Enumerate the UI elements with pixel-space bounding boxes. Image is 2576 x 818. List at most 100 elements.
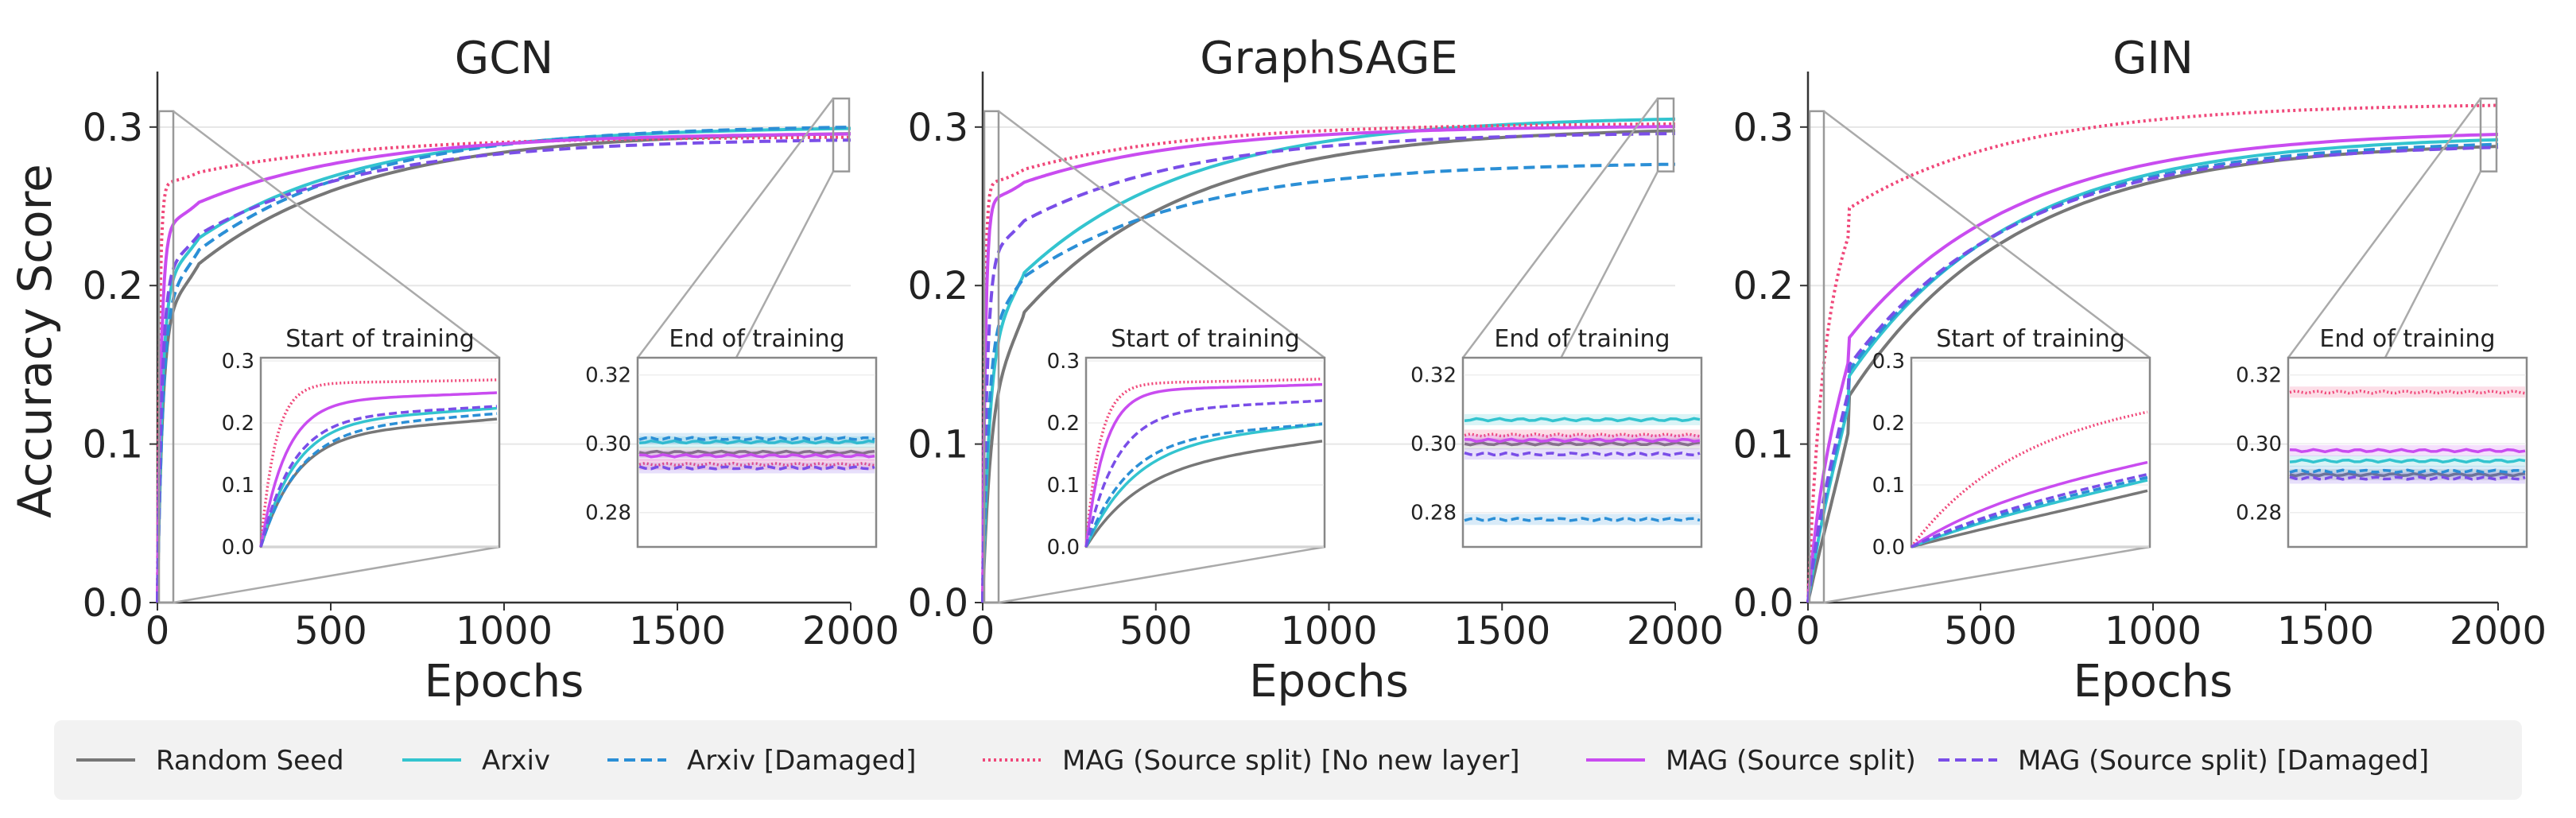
y-tick-label: 0.3 [908, 106, 968, 150]
end-inset-series-line [2289, 448, 2526, 454]
end-inset-title: End of training [1494, 325, 1670, 353]
y-tick-label: 0.1 [1733, 423, 1794, 467]
x-tick-label: 2000 [1627, 609, 1724, 653]
panel-graphsage: GraphSAGE 0.0 0.1 0.2 0.30 500 1000 1500 2000 Epo… [908, 33, 1724, 708]
connector [1823, 545, 2151, 604]
end-inset-series-line [638, 436, 875, 441]
series-line [981, 162, 1676, 603]
start-inset-y-tick-label: 0.1 [222, 474, 254, 498]
x-tick-label: 1000 [1280, 609, 1377, 653]
y-tick-label: 0.3 [1733, 106, 1794, 150]
start-inset-frame [259, 356, 501, 549]
end-inset-y-tick-label: 0.28 [2236, 502, 2282, 525]
legend-label: MAG (Source split) [No new layer] [1062, 745, 1520, 777]
panel-title: GCN [455, 33, 553, 84]
start-inset-frame [1910, 356, 2151, 549]
x-tick-label: 0 [145, 609, 170, 653]
legend-label: MAG (Source split) [1666, 745, 1916, 777]
end-inset-series-line [638, 449, 875, 456]
legend-background [54, 720, 2522, 800]
series-line [156, 132, 852, 603]
legend-item: Random Seed [76, 745, 344, 777]
connector [2287, 98, 2482, 359]
connector [173, 110, 500, 359]
y-tick-label: 0.0 [83, 581, 143, 626]
end-inset-title: End of training [669, 325, 844, 353]
end-zoom-box [832, 97, 851, 173]
start-inset-series-line [1911, 489, 2148, 549]
start-inset-y-tick-label: 0.2 [1047, 412, 1080, 436]
legend-label: Arxiv [Damaged] [687, 745, 916, 777]
x-axis-label: Epochs [1249, 656, 1409, 708]
end-inset-y-tick-label: 0.28 [1410, 502, 1457, 525]
start-inset-series-line [259, 412, 498, 548]
connector [637, 98, 834, 359]
panel-title: GIN [2112, 33, 2194, 84]
x-tick-label: 500 [294, 609, 367, 653]
start-inset-series-line [1911, 460, 2148, 549]
end-inset-y-tick-label: 0.28 [585, 502, 631, 525]
series-line [981, 125, 1676, 603]
x-tick-label: 500 [1119, 609, 1193, 653]
end-inset-y-tick-label: 0.30 [1410, 432, 1457, 456]
start-inset-y-tick-label: 0.0 [222, 536, 254, 560]
end-inset-series-line [1464, 437, 1701, 444]
end-inset-series-line [1464, 432, 1701, 438]
legend-item: MAG (Source split) [1586, 745, 1916, 777]
start-inset-y-tick-label: 0.2 [1872, 412, 1905, 436]
end-inset-series-line [638, 453, 875, 459]
start-inset-series-line [1084, 382, 1323, 548]
end-inset-y-tick-label: 0.32 [1410, 364, 1457, 388]
y-tick-label: 0.2 [83, 264, 143, 308]
y-tick-label: 0.0 [1733, 581, 1794, 626]
x-tick-label: 500 [1944, 609, 2017, 653]
start-inset-title: Start of training [1936, 325, 2125, 353]
y-tick-label: 0.2 [1733, 264, 1794, 308]
end-inset-series-line [638, 461, 875, 467]
start-inset-title: Start of training [1111, 325, 1300, 353]
end-inset-y-tick-label: 0.32 [585, 364, 631, 388]
series-line [1806, 133, 2499, 603]
end-zoom-box [1656, 97, 1675, 173]
start-inset-series-line [1084, 440, 1323, 548]
start-inset-y-tick-label: 0.0 [1872, 536, 1905, 560]
start-inset-y-tick-label: 0.3 [1047, 350, 1080, 374]
legend-label: Random Seed [156, 745, 344, 777]
x-tick-label: 1500 [1453, 609, 1550, 653]
end-inset-title: End of training [2319, 325, 2495, 353]
x-tick-label: 1500 [629, 609, 726, 653]
start-inset-y-tick-label: 0.3 [222, 350, 254, 374]
end-inset-series-line [1464, 417, 1701, 423]
x-axis-label: Epochs [425, 656, 584, 708]
start-zoom-box [1808, 110, 1825, 604]
y-axis-label: Accuracy Score [8, 164, 62, 518]
legend-item: MAG (Source split) [Damaged] [1938, 745, 2429, 777]
start-inset-series-line [1911, 475, 2148, 549]
y-tick-label: 0.2 [908, 264, 968, 308]
connector [1823, 110, 2151, 359]
series-line [156, 132, 852, 603]
series-line [981, 122, 1675, 603]
connector [173, 545, 500, 604]
start-inset-y-tick-label: 0.0 [1047, 536, 1080, 560]
end-inset-series-line [2289, 471, 2526, 478]
connector [1462, 98, 1658, 359]
series-line [1806, 145, 2499, 603]
panel-title: GraphSAGE [1200, 33, 1457, 84]
series-line [156, 126, 852, 603]
start-zoom-box [983, 110, 1000, 604]
x-tick-label: 1500 [2277, 609, 2374, 653]
start-inset-y-tick-label: 0.1 [1047, 474, 1080, 498]
y-tick-label: 0.1 [908, 423, 968, 467]
start-zoom-box [157, 110, 175, 604]
end-inset-series-line [638, 439, 875, 445]
y-tick-label: 0.3 [83, 106, 143, 150]
y-tick-label: 0.0 [908, 581, 968, 626]
legend: Random Seed Arxiv Arxiv [Damaged] MAG (Sour… [76, 745, 2429, 777]
x-tick-label: 2000 [2450, 609, 2547, 653]
end-inset-y-tick-label: 0.30 [585, 432, 631, 456]
start-inset-title: Start of training [285, 325, 475, 353]
end-inset-series-line [1464, 451, 1701, 457]
